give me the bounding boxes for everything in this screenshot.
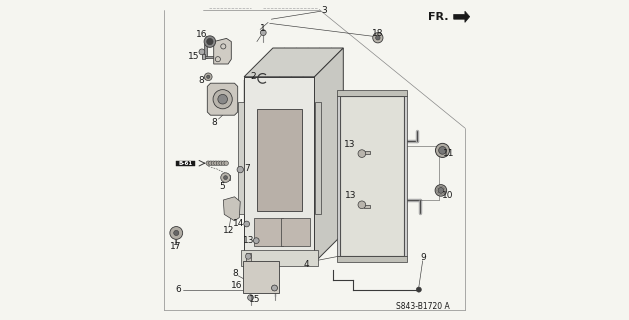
Circle shape: [206, 161, 211, 165]
Circle shape: [214, 161, 218, 165]
Polygon shape: [223, 197, 240, 221]
Polygon shape: [243, 261, 279, 293]
Polygon shape: [253, 218, 283, 246]
Polygon shape: [314, 48, 343, 262]
Circle shape: [260, 30, 266, 36]
Text: FR.: FR.: [428, 12, 449, 22]
Circle shape: [237, 166, 243, 173]
Text: 11: 11: [443, 149, 454, 158]
Circle shape: [373, 33, 383, 43]
Text: B-61: B-61: [179, 161, 192, 166]
Circle shape: [358, 201, 365, 209]
Text: 3: 3: [321, 6, 327, 15]
Circle shape: [224, 161, 228, 165]
Polygon shape: [281, 218, 310, 246]
Text: 8: 8: [232, 269, 238, 278]
Text: 10: 10: [442, 191, 453, 200]
Text: 14: 14: [233, 219, 244, 228]
Circle shape: [207, 75, 210, 78]
Circle shape: [207, 38, 213, 45]
Circle shape: [244, 221, 250, 227]
Polygon shape: [208, 83, 238, 115]
Circle shape: [221, 161, 226, 165]
Text: 6: 6: [175, 285, 181, 294]
Circle shape: [204, 36, 216, 47]
Polygon shape: [214, 38, 231, 64]
Text: 13: 13: [345, 191, 356, 200]
Polygon shape: [454, 11, 470, 22]
Polygon shape: [238, 102, 244, 214]
Circle shape: [221, 173, 230, 182]
Circle shape: [248, 295, 253, 300]
Polygon shape: [364, 151, 370, 154]
Circle shape: [376, 36, 380, 40]
Polygon shape: [364, 205, 370, 208]
Polygon shape: [337, 96, 340, 256]
Polygon shape: [241, 250, 318, 266]
Text: 5: 5: [219, 182, 225, 191]
Circle shape: [253, 238, 259, 244]
Text: 8: 8: [199, 76, 204, 84]
Polygon shape: [244, 77, 314, 262]
Polygon shape: [246, 253, 250, 261]
Circle shape: [209, 161, 213, 165]
Circle shape: [438, 188, 444, 193]
Circle shape: [170, 227, 182, 239]
Text: 15: 15: [248, 295, 260, 304]
Text: 1: 1: [260, 24, 266, 33]
Text: 13: 13: [243, 236, 255, 245]
Circle shape: [272, 285, 277, 291]
Polygon shape: [337, 256, 408, 262]
Circle shape: [204, 73, 212, 81]
Text: 8: 8: [212, 118, 218, 127]
Circle shape: [174, 230, 179, 236]
Circle shape: [358, 150, 365, 157]
Text: 17: 17: [170, 242, 181, 251]
FancyBboxPatch shape: [176, 161, 195, 166]
Circle shape: [245, 253, 251, 259]
Circle shape: [216, 161, 221, 165]
Text: 13: 13: [344, 140, 355, 148]
Polygon shape: [244, 48, 343, 77]
Polygon shape: [404, 96, 408, 256]
Polygon shape: [337, 90, 408, 96]
Polygon shape: [202, 54, 205, 59]
Polygon shape: [314, 102, 321, 214]
Polygon shape: [257, 109, 302, 211]
Circle shape: [224, 176, 228, 180]
Text: 18: 18: [372, 29, 384, 38]
Text: 15: 15: [188, 52, 199, 61]
Text: 12: 12: [223, 226, 235, 235]
Text: 2: 2: [250, 72, 256, 81]
Polygon shape: [221, 175, 230, 180]
Polygon shape: [340, 96, 404, 256]
Circle shape: [211, 161, 216, 165]
Text: 16: 16: [196, 30, 208, 39]
Circle shape: [435, 143, 450, 157]
Circle shape: [213, 90, 232, 109]
Circle shape: [435, 185, 447, 196]
Circle shape: [218, 94, 228, 104]
Text: 9: 9: [420, 253, 426, 262]
Text: 4: 4: [304, 260, 309, 269]
Text: 7: 7: [244, 164, 250, 173]
Circle shape: [438, 147, 447, 154]
Circle shape: [199, 49, 205, 55]
Polygon shape: [204, 56, 214, 58]
Text: S843-B1720 A: S843-B1720 A: [396, 302, 450, 311]
Polygon shape: [204, 44, 207, 58]
Circle shape: [416, 287, 421, 292]
Circle shape: [219, 161, 223, 165]
Text: 16: 16: [231, 281, 243, 290]
